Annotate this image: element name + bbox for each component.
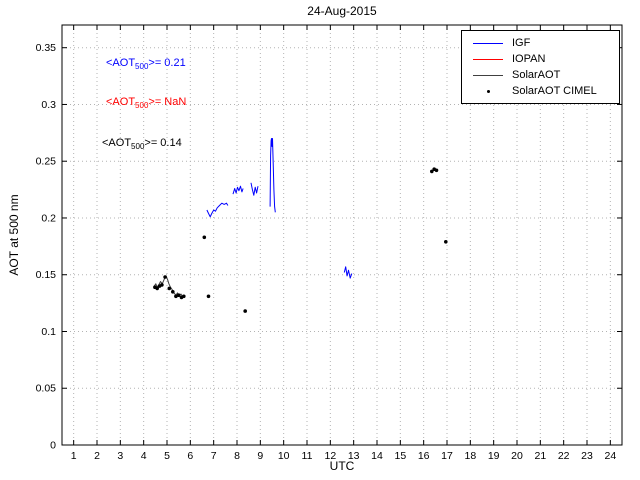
- x-tick-label: 19: [488, 450, 500, 462]
- annotation-prefix: <AOT: [102, 137, 132, 149]
- annotation-subscript: 500: [135, 101, 149, 111]
- x-tick-label: 18: [464, 450, 476, 462]
- marker-solaraot-cimel: [202, 235, 207, 240]
- legend-sample: [470, 74, 506, 76]
- legend-label-solaraot-cimel: SolarAOT CIMEL: [512, 85, 597, 97]
- marker-solaraot-cimel: [430, 169, 434, 174]
- marker-solaraot-cimel: [206, 294, 211, 299]
- x-axis-label: UTC: [329, 459, 355, 473]
- x-tick-label: 13: [348, 450, 360, 462]
- legend-entry-solaraot-cimel: SolarAOT CIMEL: [462, 83, 619, 99]
- axes-frame: [61, 24, 623, 446]
- marker-solaraot-cimel: [243, 309, 247, 313]
- legend-label-igf: IGF: [512, 37, 531, 49]
- legend: IGF IOPAN SolarAOT SolarAOT CIMEL: [461, 30, 620, 104]
- y-tick-label: 0.1: [41, 326, 56, 338]
- annotation-value: >= 0.14: [144, 137, 182, 149]
- legend-line-sample-igf: [473, 42, 503, 44]
- marker-solaraot-cimel: [444, 240, 448, 244]
- y-tick-label: 0.2: [41, 212, 56, 224]
- legend-sample: [470, 58, 506, 60]
- series-line-igf: [232, 185, 244, 195]
- x-tick-label: 16: [418, 450, 430, 462]
- annotation-value: >= NaN: [148, 96, 187, 108]
- x-tick-label: 9: [257, 450, 263, 462]
- x-tick-label: 15: [394, 450, 406, 462]
- annotation-prefix: <AOT: [106, 96, 136, 108]
- x-tick-label: 24: [604, 450, 616, 462]
- marker-solaraot-cimel: [182, 294, 186, 299]
- marker-solaraot-cimel: [163, 275, 167, 279]
- y-tick-label: 0.25: [36, 156, 57, 168]
- x-tick-label: 1: [71, 450, 77, 462]
- annotation-prefix: <AOT: [106, 57, 136, 69]
- x-tick-label: 7: [211, 450, 217, 462]
- y-axis-label: AOT at 500 nm: [7, 194, 21, 276]
- annotation-iopan-mean: <AOT500>= NaN: [106, 96, 186, 110]
- x-tick-label: 10: [278, 450, 290, 462]
- series-line-igf: [250, 182, 259, 196]
- marker-solaraot-cimel: [434, 168, 439, 173]
- legend-line-sample-iopan: [473, 58, 503, 60]
- x-tick-label: 20: [511, 450, 523, 462]
- legend-sample: [470, 89, 506, 93]
- legend-entry-iopan: IOPAN: [462, 51, 619, 67]
- legend-entry-igf: IGF: [462, 35, 619, 51]
- x-tick-label: 4: [141, 450, 147, 462]
- x-tick-label: 21: [534, 450, 546, 462]
- marker-solaraot-cimel: [160, 283, 164, 287]
- x-tick-label: 11: [302, 450, 313, 462]
- marker-solaraot-cimel: [176, 293, 181, 298]
- y-tick-label: 0: [50, 440, 56, 452]
- series-line-igf: [343, 266, 353, 279]
- annotation-subscript: 500: [135, 62, 149, 72]
- marker-solaraot-cimel: [174, 294, 178, 299]
- marker-solaraot-cimel: [155, 286, 159, 291]
- x-tick-label: 23: [581, 450, 593, 462]
- y-tick-label: 0.35: [36, 42, 57, 54]
- annotation-igf-mean: <AOT500>= 0.21: [106, 57, 186, 71]
- legend-dot-sample-cimel: [486, 89, 490, 93]
- x-tick-label: 12: [324, 450, 336, 462]
- series-line-igf: [206, 202, 229, 218]
- x-tick-label: 22: [558, 450, 570, 462]
- x-tick-label: 3: [117, 450, 123, 462]
- y-tick-label: 0.05: [36, 383, 57, 395]
- annotation-solaraot-mean: <AOT500>= 0.14: [102, 137, 182, 151]
- x-tick-label: 2: [94, 450, 100, 462]
- annotation-value: >= 0.21: [148, 57, 186, 69]
- chart-title: 24-Aug-2015: [307, 4, 377, 18]
- y-tick-label: 0.3: [41, 99, 56, 111]
- annotation-subscript: 500: [131, 142, 145, 152]
- x-tick-label: 17: [441, 450, 453, 462]
- series-line-igf: [269, 138, 276, 213]
- x-tick-label: 8: [234, 450, 240, 462]
- marker-solaraot-cimel: [167, 286, 172, 291]
- legend-line-sample-solaraot: [473, 74, 503, 76]
- y-tick-label: 0.15: [36, 269, 57, 281]
- legend-label-solaraot: SolarAOT: [512, 69, 561, 81]
- legend-sample: [470, 42, 506, 44]
- x-tick-label: 5: [164, 450, 170, 462]
- legend-label-iopan: IOPAN: [512, 53, 546, 65]
- legend-entry-solaraot: SolarAOT: [462, 67, 619, 83]
- marker-solaraot-cimel: [171, 290, 175, 294]
- x-tick-label: 14: [371, 450, 383, 462]
- x-tick-label: 6: [187, 450, 193, 462]
